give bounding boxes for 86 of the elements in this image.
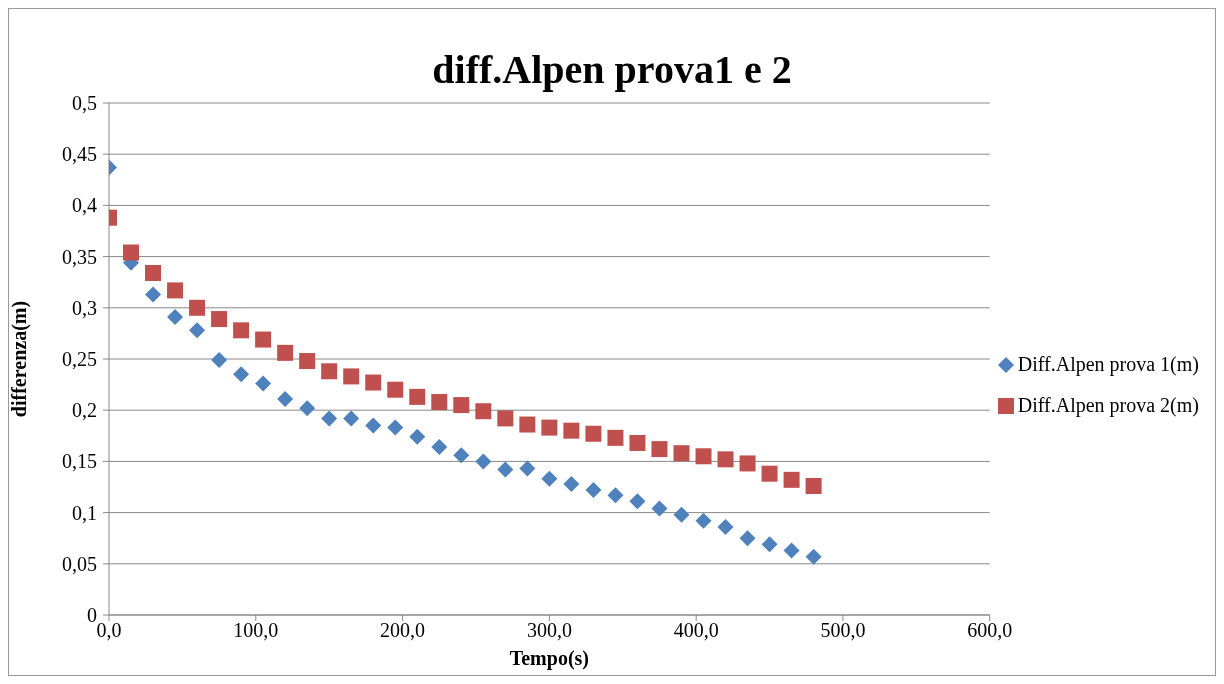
point <box>343 368 360 385</box>
point <box>255 375 272 392</box>
y-tick-label: 0,15 <box>62 450 97 473</box>
point <box>651 500 668 517</box>
y-tick-label: 0,2 <box>72 399 97 422</box>
point <box>453 447 470 464</box>
point <box>519 460 536 477</box>
point <box>629 493 646 510</box>
point <box>409 388 426 405</box>
point <box>365 374 382 391</box>
point <box>761 536 778 553</box>
y-tick-label: 0,3 <box>72 296 97 319</box>
point <box>409 428 426 445</box>
point <box>277 390 294 407</box>
y-tick-label: 0 <box>87 604 97 626</box>
point <box>387 419 404 436</box>
y-tick-label: 0,5 <box>72 92 97 114</box>
point <box>629 434 646 451</box>
point <box>475 403 492 420</box>
point <box>673 506 690 523</box>
point <box>343 410 360 427</box>
point <box>541 419 558 436</box>
point <box>761 465 778 482</box>
point <box>607 429 624 446</box>
point <box>717 451 734 468</box>
point <box>365 417 382 434</box>
point <box>431 439 448 456</box>
point <box>497 410 514 427</box>
point <box>783 471 800 488</box>
y-tick-label: 0,1 <box>72 501 97 524</box>
x-tick-label: 200,0 <box>380 619 426 642</box>
point <box>607 487 624 504</box>
point <box>695 512 712 529</box>
point <box>453 397 470 414</box>
point <box>299 353 316 370</box>
y-tick-label: 0,35 <box>62 245 97 268</box>
y-tick-label: 0,05 <box>62 552 97 575</box>
point <box>585 425 602 442</box>
point <box>739 530 756 547</box>
point <box>651 441 668 458</box>
point <box>541 470 558 487</box>
point <box>783 542 800 559</box>
point <box>475 453 492 470</box>
point <box>145 286 162 303</box>
y-tick-label: 0,45 <box>62 143 97 166</box>
x-tick-label: 300,0 <box>526 619 572 642</box>
point <box>739 455 756 472</box>
point <box>519 416 536 433</box>
y-tick-label: 0,4 <box>72 194 97 217</box>
x-tick-label: 100,0 <box>233 619 279 642</box>
point <box>299 400 316 417</box>
point <box>145 264 162 281</box>
x-tick-label: 600,0 <box>967 619 1013 642</box>
point <box>387 381 404 398</box>
chart-title: diff.Alpen prova1 e 2 <box>432 47 792 92</box>
point <box>563 475 580 492</box>
x-tick-label: 0,0 <box>96 619 122 642</box>
point <box>717 518 734 535</box>
point <box>277 344 294 361</box>
legend-label: Diff.Alpen prova 2(m) <box>1017 394 1199 417</box>
point <box>805 477 822 494</box>
x-tick-label: 500,0 <box>820 619 866 642</box>
point <box>805 548 822 565</box>
x-tick-label: 400,0 <box>673 619 719 642</box>
point <box>123 244 140 261</box>
x-axis-title: Tempo(s) <box>509 647 590 670</box>
y-axis-title: differenza(m) <box>8 300 32 418</box>
y-tick-label: 0,25 <box>62 348 97 370</box>
point <box>321 363 338 380</box>
point <box>255 331 272 348</box>
point <box>233 366 250 383</box>
point <box>189 322 206 339</box>
point <box>211 352 228 369</box>
point <box>431 394 448 411</box>
point <box>585 482 602 499</box>
point <box>189 299 206 316</box>
point <box>233 322 250 339</box>
point <box>673 445 690 462</box>
legend-label: Diff.Alpen prova 1(m) <box>1017 353 1199 376</box>
point <box>167 282 184 299</box>
point <box>211 311 228 328</box>
point <box>695 448 712 465</box>
point <box>167 309 184 326</box>
point <box>497 461 514 478</box>
point <box>563 422 580 439</box>
point <box>321 410 338 427</box>
